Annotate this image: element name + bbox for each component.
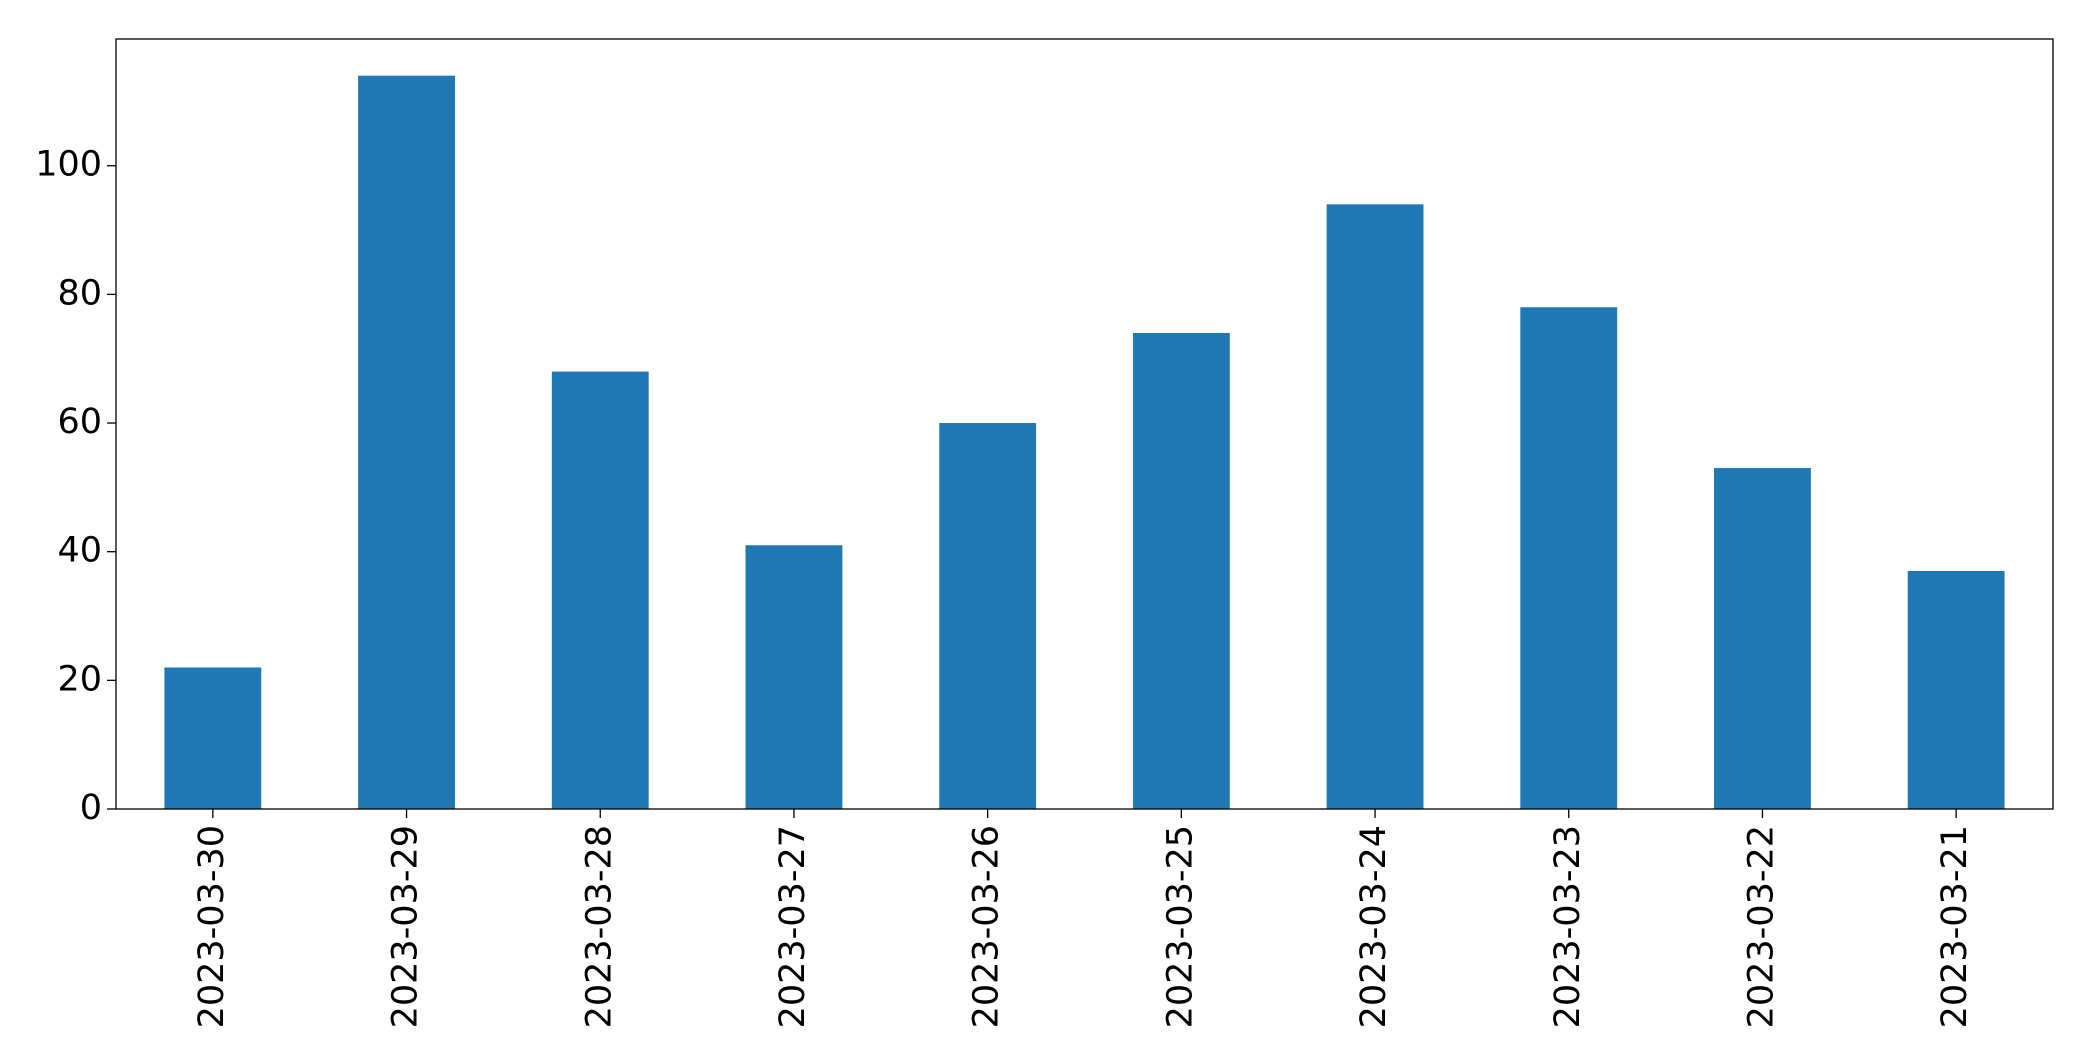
- y-tick-label: 20: [57, 659, 102, 699]
- x-tick-label: 2023-03-29: [386, 825, 426, 1028]
- bar: [164, 667, 262, 809]
- bar: [1520, 307, 1618, 809]
- bar: [939, 423, 1037, 809]
- x-tick-label: 2023-03-28: [579, 825, 619, 1028]
- x-tick-label: 2023-03-25: [1160, 825, 1200, 1028]
- x-tick-label: 2023-03-23: [1548, 825, 1588, 1028]
- bar: [1907, 570, 2005, 809]
- bar: [551, 371, 649, 809]
- x-tick-label: 2023-03-27: [773, 825, 813, 1028]
- plot-frame: [115, 38, 2054, 810]
- x-tick-label: 2023-03-30: [192, 825, 232, 1028]
- bar: [1714, 468, 1811, 809]
- y-tick-label: 100: [35, 145, 102, 185]
- y-tick-label: 40: [57, 531, 102, 571]
- bar: [1326, 204, 1424, 809]
- bar: [745, 545, 843, 809]
- bar: [358, 75, 455, 809]
- bar: [1132, 332, 1230, 809]
- x-tick-label: 2023-03-22: [1741, 825, 1781, 1028]
- y-tick-label: 0: [80, 788, 102, 828]
- y-tick-label: 80: [57, 273, 102, 313]
- x-tick-label: 2023-03-24: [1354, 825, 1394, 1028]
- x-tick-label: 2023-03-26: [967, 825, 1007, 1028]
- x-tick-label: 2023-03-21: [1935, 825, 1975, 1028]
- y-tick-label: 60: [57, 402, 102, 442]
